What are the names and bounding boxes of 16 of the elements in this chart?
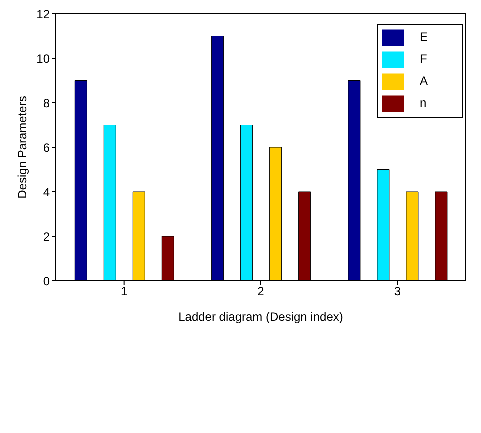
y-tick-label: 4 xyxy=(43,185,50,200)
y-axis-title: Design Parameters xyxy=(15,96,30,199)
x-axis-title: Ladder diagram (Design index) xyxy=(178,310,344,324)
y-tick-label: 10 xyxy=(36,52,50,66)
x-tick-label: 3 xyxy=(394,284,402,299)
y-tick-label: 0 xyxy=(43,274,50,288)
legend-label: A xyxy=(420,74,428,88)
y-tick-label: 2 xyxy=(43,230,50,244)
y-tick-label: 12 xyxy=(36,7,50,22)
y-tick-label: 6 xyxy=(43,140,50,155)
y-tick-label: 8 xyxy=(43,96,50,110)
legend-label: F xyxy=(420,52,428,66)
legend-label: n xyxy=(420,96,427,110)
legend-label: E xyxy=(420,30,428,44)
x-tick-label: 1 xyxy=(120,284,128,299)
x-tick-label: 2 xyxy=(258,284,265,299)
